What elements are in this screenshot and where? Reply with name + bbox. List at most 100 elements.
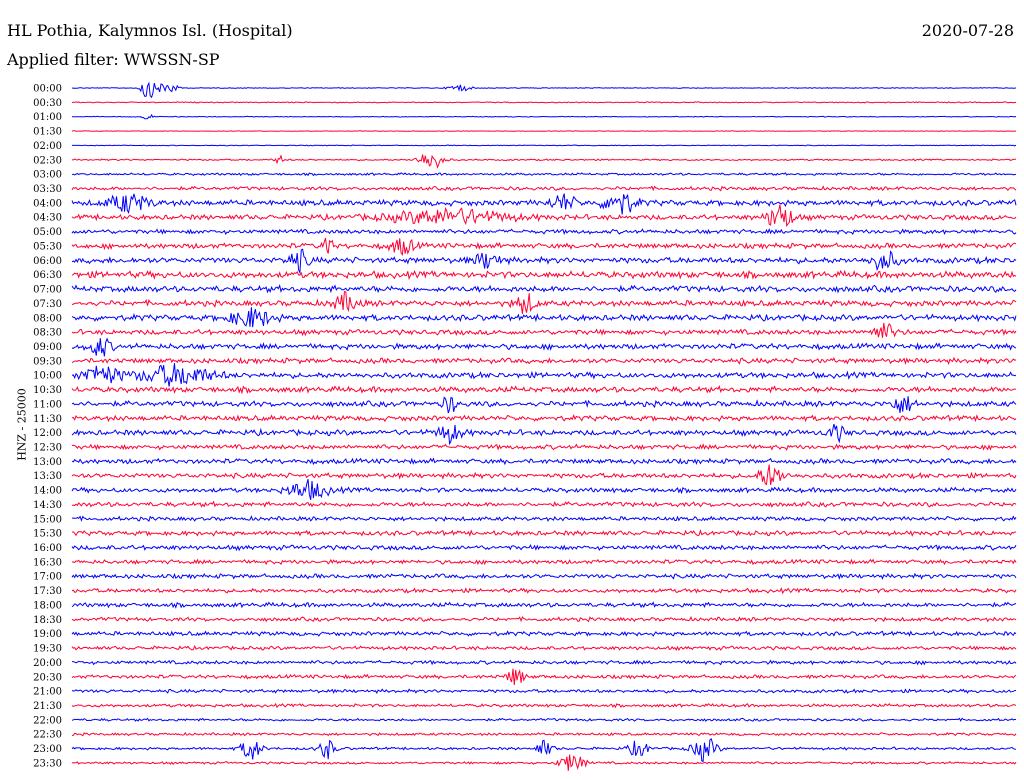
trace-line [71,307,1017,328]
date-label: 2020-07-28 [921,21,1014,40]
row-time-label: 12:30 [33,443,62,454]
trace-line [71,443,1017,451]
trace-line [71,154,1016,169]
trace-line [71,248,1017,275]
row-time-label: 14:30 [33,500,62,511]
row-time-label: 02:30 [33,155,62,166]
trace-line [71,290,1017,314]
row-time-label: 20:30 [33,672,62,683]
trace-line [71,717,1016,722]
row-time-label: 09:00 [33,342,62,353]
row-time-label: 16:00 [33,543,62,554]
trace-line [71,659,1017,666]
trace-line [71,384,1016,395]
trace-line [71,193,1017,215]
row-time-label: 15:30 [33,529,62,540]
row-time-label: 00:00 [33,84,62,95]
trace-line [71,81,1017,99]
trace-line [71,615,1017,623]
trace-line [71,630,1017,637]
row-time-label: 01:30 [33,127,62,138]
trace-line [71,337,1017,357]
trace-line [71,113,1017,120]
row-time-label: 20:00 [33,658,62,669]
row-time-label: 04:30 [33,213,62,224]
trace-line [71,130,1017,132]
row-time-label: 08:00 [33,313,62,324]
trace-line [71,322,1017,338]
trace-line [71,144,1017,147]
trace-line [71,688,1017,694]
trace-line [71,529,1017,537]
row-time-label: 19:30 [33,644,62,655]
trace-line [71,479,1017,501]
row-time-label: 11:30 [33,414,62,425]
trace-line [71,544,1017,552]
row-time-label: 23:30 [33,758,62,769]
trace-line [71,668,1017,685]
trace-line [71,363,1017,387]
trace-line [71,204,1017,228]
trace-line [71,601,1017,609]
row-time-label: 22:30 [33,730,62,741]
trace-line [71,414,1017,423]
row-time-label: 09:30 [33,356,62,367]
trace-line [71,237,1017,256]
row-time-label: 05:00 [33,227,62,238]
row-time-label: 10:30 [33,385,62,396]
row-time-label: 17:30 [33,586,62,597]
row-time-label: 03:30 [33,184,62,195]
row-time-label: 12:00 [33,428,62,439]
trace-line [71,464,1017,486]
trace-line [71,457,1017,466]
row-time-label: 11:00 [33,399,62,410]
filter-label: Applied filter: WWSSN-SP [7,50,220,69]
trace-line [71,702,1016,709]
station-title: HL Pothia, Kalymnos Isl. (Hospital) [7,21,293,40]
trace-line [71,396,1017,414]
trace-line [71,269,1017,281]
row-time-label: 13:00 [33,457,62,468]
row-time-label: 08:30 [33,328,62,339]
row-time-label: 21:00 [33,687,62,698]
trace-line [72,731,1017,737]
row-time-label: 17:00 [33,572,62,583]
trace-line [71,356,1017,366]
row-time-label: 21:30 [33,701,62,712]
row-time-label: 04:00 [33,198,62,209]
row-time-label: 22:00 [33,715,62,726]
trace-line [71,172,1017,177]
row-time-label: 07:00 [33,285,62,296]
trace-line [71,738,1017,763]
row-time-label: 02:00 [33,141,62,152]
trace-line [71,500,1017,508]
row-time-label: 10:00 [33,371,62,382]
trace-line [71,644,1017,652]
row-time-label: 01:00 [33,112,62,123]
row-time-label: 07:30 [33,299,62,310]
row-time-label: 16:30 [33,557,62,568]
row-time-label: 18:30 [33,615,62,626]
row-time-label: 15:00 [33,514,62,525]
row-time-label: 06:30 [33,270,62,281]
row-time-label: 03:00 [33,170,62,181]
trace-line [71,587,1017,595]
row-time-label: 13:30 [33,471,62,482]
trace-line [71,284,1017,294]
trace-line [71,185,1017,192]
trace-line [71,227,1017,236]
trace-line [72,515,1017,523]
row-time-label: 18:00 [33,600,62,611]
row-time-label: 19:00 [33,629,62,640]
trace-line [71,558,1017,566]
trace-line [71,572,1017,580]
trace-line [71,101,1017,104]
row-time-label: 23:00 [33,744,62,755]
row-time-label: 05:30 [33,241,62,252]
row-time-label: 14:00 [33,486,62,497]
trace-line [71,754,1017,771]
row-time-label: 00:30 [33,98,62,109]
trace-line [71,423,1017,446]
row-time-label: 06:00 [33,256,62,267]
